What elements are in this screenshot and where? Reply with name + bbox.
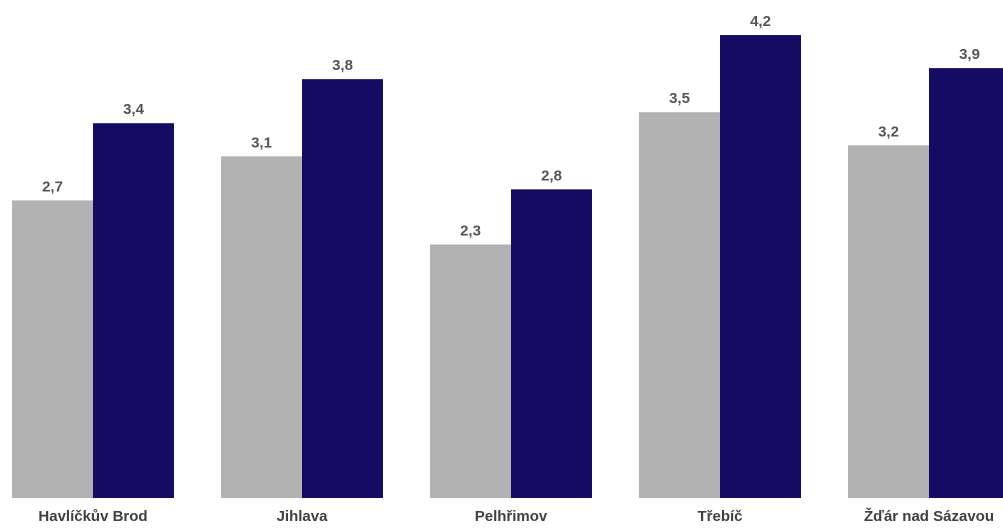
category-labels-layer: Havlíčkův Brod Jihlava Pelhřimov Třebíč Žďár… [38, 507, 994, 525]
bar-pelhrimov-series-1 [430, 244, 511, 498]
category-label-havlickuv-brod: Havlíčkův Brod [38, 508, 147, 523]
bar-trebic-series-2 [720, 35, 801, 498]
bar-zdar-nad-sazavou-series-1 [848, 145, 929, 499]
category-label-zdar-nad-sazavou: Žďár nad Sázavou [864, 507, 994, 523]
bar-havlickuv-brod-series-2 [93, 123, 174, 499]
value-label-jihlava-series-2: 3,8 [332, 57, 353, 74]
bar-havlickuv-brod-series-1 [12, 200, 93, 499]
value-label-zdar-nad-sazavou-series-1: 3,2 [878, 123, 899, 140]
value-label-jihlava-series-1: 3,1 [251, 134, 272, 151]
value-label-zdar-nad-sazavou-series-2: 3,9 [959, 46, 980, 63]
value-labels-layer: 2,7 3,4 3,1 3,8 2,3 2,8 3,5 4,2 3,2 3,9 [42, 13, 980, 239]
value-label-pelhrimov-series-2: 2,8 [541, 167, 562, 184]
bars-layer [12, 35, 1003, 499]
category-label-trebic: Třebíč [697, 508, 742, 523]
value-label-trebic-series-1: 3,5 [669, 90, 690, 107]
category-label-jihlava: Jihlava [277, 508, 329, 523]
bar-pelhrimov-series-2 [511, 189, 592, 498]
bar-jihlava-series-2 [302, 79, 383, 499]
bar-jihlava-series-1 [221, 156, 302, 498]
value-label-havlickuv-brod-series-1: 2,7 [42, 178, 63, 195]
bar-trebic-series-1 [639, 112, 720, 499]
value-label-pelhrimov-series-1: 2,3 [460, 222, 481, 239]
bar-zdar-nad-sazavou-series-2 [929, 68, 1003, 498]
value-label-trebic-series-2: 4,2 [750, 13, 771, 30]
category-label-pelhrimov: Pelhřimov [475, 508, 548, 523]
value-label-havlickuv-brod-series-2: 3,4 [123, 101, 145, 118]
